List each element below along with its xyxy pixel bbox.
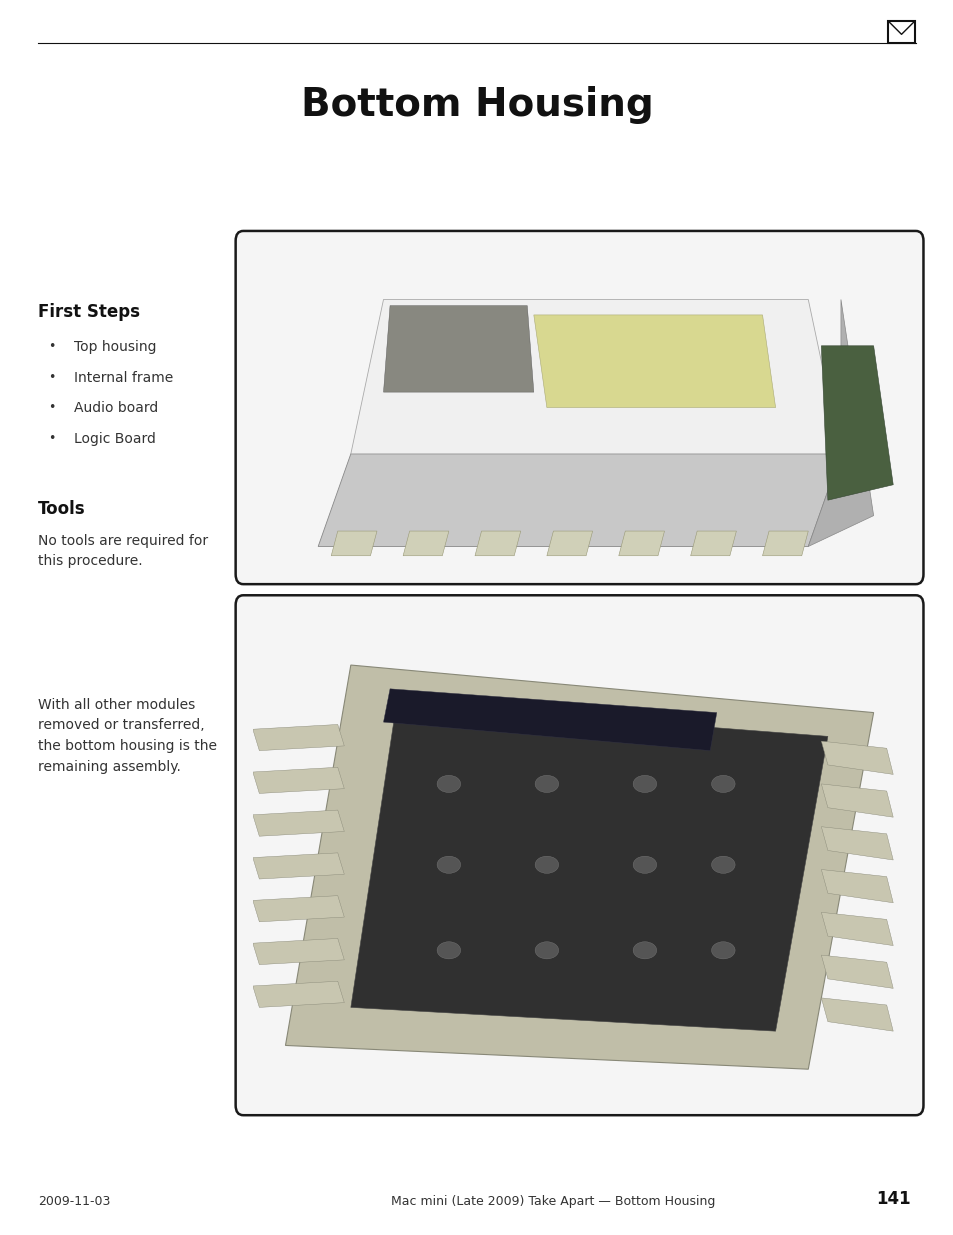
Circle shape — [436, 856, 460, 873]
Text: Bottom Housing: Bottom Housing — [300, 86, 653, 124]
Text: •: • — [48, 401, 55, 415]
Polygon shape — [253, 810, 344, 836]
Polygon shape — [618, 531, 664, 556]
Polygon shape — [821, 913, 892, 946]
Circle shape — [633, 776, 656, 793]
Polygon shape — [253, 982, 344, 1008]
Polygon shape — [821, 869, 892, 903]
Text: With all other modules
removed or transferred,
the bottom housing is the
remaini: With all other modules removed or transf… — [38, 698, 217, 773]
Polygon shape — [351, 703, 827, 1031]
Circle shape — [711, 942, 735, 958]
Polygon shape — [821, 998, 892, 1031]
Text: •: • — [48, 340, 55, 353]
Circle shape — [711, 856, 735, 873]
Polygon shape — [285, 664, 873, 1070]
Text: First Steps: First Steps — [38, 303, 140, 321]
Circle shape — [436, 942, 460, 958]
FancyBboxPatch shape — [235, 595, 923, 1115]
Polygon shape — [761, 531, 807, 556]
Polygon shape — [331, 531, 376, 556]
Text: •: • — [48, 370, 55, 384]
Polygon shape — [403, 531, 448, 556]
FancyBboxPatch shape — [235, 231, 923, 584]
Polygon shape — [253, 939, 344, 965]
Polygon shape — [383, 689, 716, 751]
Polygon shape — [253, 853, 344, 879]
Polygon shape — [351, 300, 840, 453]
Polygon shape — [253, 725, 344, 751]
Polygon shape — [534, 315, 775, 408]
Text: No tools are required for
this procedure.: No tools are required for this procedure… — [38, 534, 208, 568]
Polygon shape — [821, 955, 892, 988]
Polygon shape — [690, 531, 736, 556]
Text: •: • — [48, 432, 55, 446]
Polygon shape — [253, 767, 344, 793]
Text: Logic Board: Logic Board — [74, 432, 156, 446]
Polygon shape — [383, 305, 534, 393]
Polygon shape — [253, 895, 344, 921]
Polygon shape — [807, 300, 873, 546]
Polygon shape — [821, 826, 892, 860]
Circle shape — [535, 942, 558, 958]
Polygon shape — [318, 453, 840, 546]
Circle shape — [633, 856, 656, 873]
Polygon shape — [821, 741, 892, 774]
FancyBboxPatch shape — [887, 21, 914, 43]
Text: 2009-11-03: 2009-11-03 — [38, 1194, 111, 1208]
Polygon shape — [475, 531, 520, 556]
Circle shape — [436, 776, 460, 793]
Circle shape — [535, 776, 558, 793]
Polygon shape — [546, 531, 592, 556]
Text: Mac mini (Late 2009) Take Apart — Bottom Housing: Mac mini (Late 2009) Take Apart — Bottom… — [391, 1194, 715, 1208]
Text: Top housing: Top housing — [74, 340, 156, 353]
Circle shape — [711, 776, 735, 793]
Text: 141: 141 — [876, 1189, 910, 1208]
Text: Tools: Tools — [38, 500, 86, 519]
Text: Audio board: Audio board — [74, 401, 158, 415]
Text: Internal frame: Internal frame — [74, 370, 173, 384]
Polygon shape — [821, 346, 892, 500]
Circle shape — [633, 942, 656, 958]
Polygon shape — [821, 784, 892, 818]
Circle shape — [535, 856, 558, 873]
